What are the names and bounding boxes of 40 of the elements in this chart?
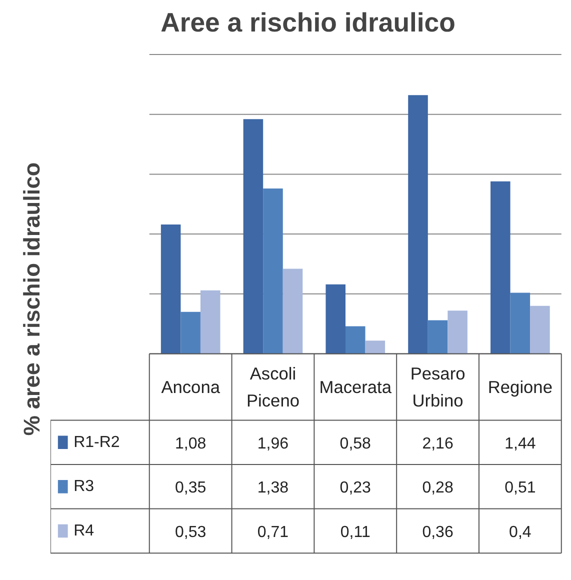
bar bbox=[326, 284, 346, 354]
x-tick-label: Macerata bbox=[319, 376, 392, 397]
bar bbox=[428, 320, 448, 354]
y-axis-title: % aree a rischio idraulico bbox=[18, 162, 44, 436]
data-label: 0,53 bbox=[175, 524, 206, 541]
x-tick-label: Pesaro Urbino bbox=[410, 364, 466, 410]
data-label: 2,16 bbox=[422, 435, 454, 452]
bar bbox=[408, 95, 428, 354]
data-label: 1,44 bbox=[504, 435, 536, 452]
data-label: 1,38 bbox=[257, 480, 289, 497]
data-label: 0,51 bbox=[504, 480, 536, 497]
data-label: 0,35 bbox=[175, 480, 206, 497]
legend-label: R4 bbox=[74, 522, 94, 540]
chart-title: Aree a rischio idraulico bbox=[160, 8, 456, 38]
data-label: 1,08 bbox=[175, 435, 206, 452]
data-label: 0,11 bbox=[340, 524, 370, 541]
bar bbox=[263, 188, 283, 354]
data-label: 0,23 bbox=[340, 480, 372, 497]
bar bbox=[282, 268, 303, 354]
bar bbox=[490, 181, 510, 354]
bar bbox=[200, 290, 220, 354]
data-label: 0,71 bbox=[257, 524, 289, 541]
bar bbox=[530, 306, 550, 354]
bar bbox=[160, 224, 181, 354]
legend-label: R3 bbox=[74, 478, 94, 496]
bar bbox=[180, 312, 200, 354]
data-label: 0,4 bbox=[509, 524, 532, 541]
data-label: 0,36 bbox=[422, 524, 454, 541]
bar bbox=[510, 292, 530, 354]
x-tick-label: Ascoli Piceno bbox=[246, 364, 300, 410]
bar bbox=[448, 310, 468, 354]
x-tick-label: Ancona bbox=[161, 376, 220, 397]
x-tick-label: Regione bbox=[488, 376, 552, 397]
bar bbox=[243, 119, 264, 354]
bar bbox=[365, 340, 386, 354]
legend-label: R1-R2 bbox=[74, 434, 120, 451]
data-label: 0,28 bbox=[422, 480, 454, 497]
data-label: 0,58 bbox=[340, 435, 372, 452]
bar bbox=[345, 326, 366, 354]
data-label: 1,96 bbox=[257, 435, 289, 452]
